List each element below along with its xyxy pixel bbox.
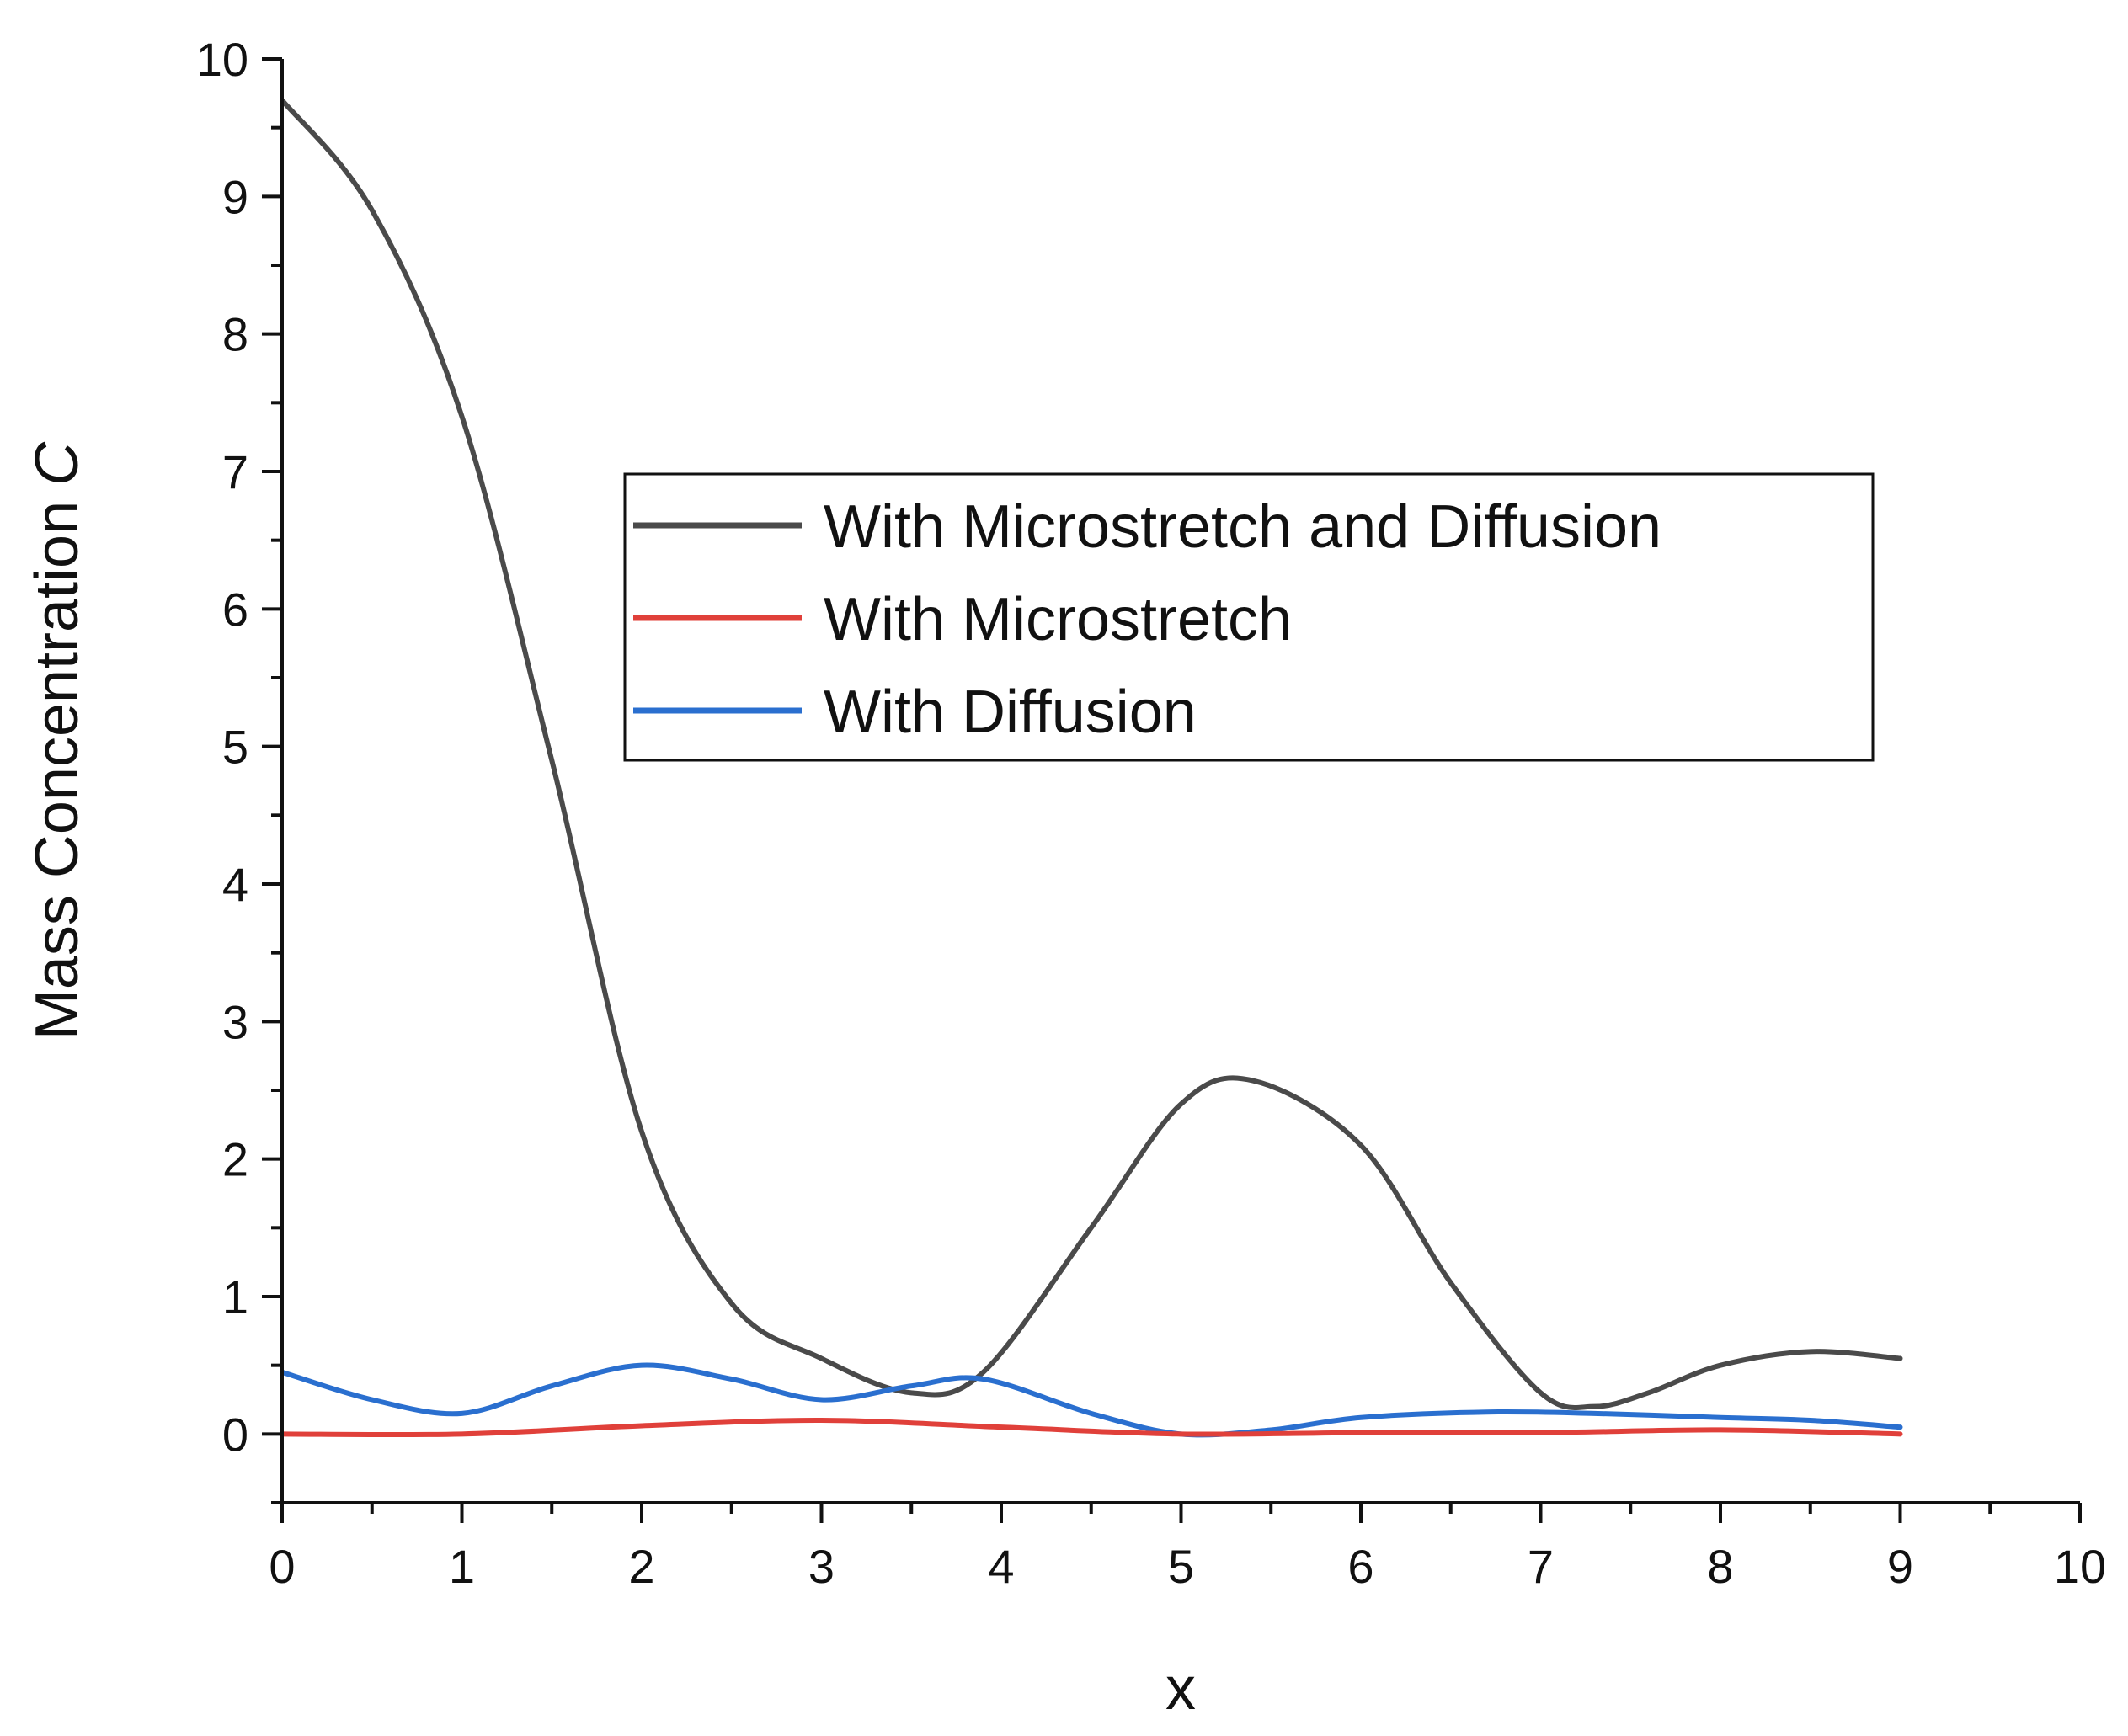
legend: With Microstretch and Diffusion With Mic… xyxy=(623,472,1875,762)
x-tick-label: 10 xyxy=(2054,1540,2106,1593)
y-tick-label: 5 xyxy=(222,721,248,774)
y-axis-title-symbol: C xyxy=(24,441,91,486)
y-axis-title: Mass Concentration C xyxy=(24,441,91,1040)
legend-label-microstretch-and-diffusion: With Microstretch and Diffusion xyxy=(824,493,1661,561)
legend-box xyxy=(623,472,1875,762)
plot-area: 0 1 2 3 4 5 6 7 8 9 10 0 1 2 3 4 5 6 7 8 9 10 xyxy=(196,33,2106,1593)
x-tick-label: 8 xyxy=(1707,1540,1733,1593)
y-axis-title-text: Mass Concentration xyxy=(24,501,91,1040)
x-tick-label: 3 xyxy=(808,1540,835,1593)
series-microstretch xyxy=(280,1417,1903,1438)
x-tick-label: 6 xyxy=(1347,1540,1373,1593)
y-tick-label: 0 xyxy=(222,1408,248,1461)
x-axis-title: x xyxy=(1165,1655,1196,1723)
x-tick-label: 7 xyxy=(1528,1540,1554,1593)
y-tick-label: 6 xyxy=(222,583,248,636)
x-tick-label: 1 xyxy=(449,1540,475,1593)
y-tick-label: 4 xyxy=(222,858,248,911)
x-tick-label: 9 xyxy=(1887,1540,1913,1593)
y-tick-label: 3 xyxy=(222,995,248,1048)
x-tick-label: 4 xyxy=(988,1540,1014,1593)
y-tick-label: 8 xyxy=(222,308,248,361)
y-axis: 0 1 2 3 4 5 6 7 8 9 10 xyxy=(196,33,282,1504)
x-axis: 0 1 2 3 4 5 6 7 8 9 10 xyxy=(269,1503,2106,1593)
x-tick-label: 2 xyxy=(628,1540,654,1593)
series-diffusion xyxy=(280,1362,1903,1438)
series-microstretch-and-diffusion xyxy=(280,98,1903,1410)
y-tick-label: 1 xyxy=(222,1270,248,1323)
y-tick-label: 10 xyxy=(196,33,248,86)
y-tick-label: 2 xyxy=(222,1133,248,1186)
y-tick-label: 7 xyxy=(222,445,248,498)
legend-label-diffusion: With Diffusion xyxy=(824,679,1197,746)
x-tick-label: 5 xyxy=(1168,1540,1194,1593)
x-tick-label: 0 xyxy=(269,1540,295,1593)
legend-label-microstretch: With Microstretch xyxy=(824,586,1292,653)
y-tick-label: 9 xyxy=(222,170,248,223)
axes-frame xyxy=(280,59,2080,1504)
series-layer xyxy=(280,98,1903,1438)
